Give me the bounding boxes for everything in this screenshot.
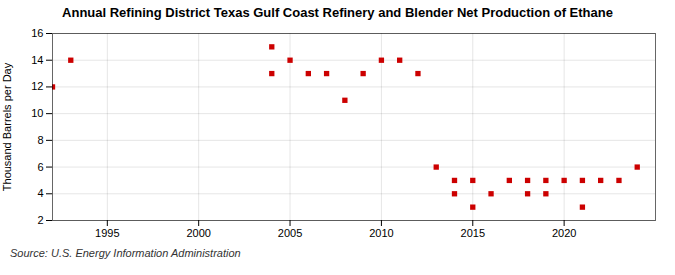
html-text:Annual Refining District Texas: Annual Refining District Texas Gulf Coas… bbox=[62, 5, 613, 20]
svg-text:2015: 2015 bbox=[461, 227, 485, 239]
svg-text:2010: 2010 bbox=[369, 227, 393, 239]
svg-text:2005: 2005 bbox=[278, 227, 302, 239]
svg-text:12: 12 bbox=[31, 80, 43, 92]
svg-text:2000: 2000 bbox=[186, 227, 210, 239]
svg-text:16: 16 bbox=[31, 27, 43, 39]
svg-text:8: 8 bbox=[37, 134, 43, 146]
svg-text:10: 10 bbox=[31, 107, 43, 119]
svg-text:2020: 2020 bbox=[552, 227, 576, 239]
html-text:Source: U.S. Energy Informatio: Source: U.S. Energy Information Administ… bbox=[10, 247, 241, 259]
svg-text:14: 14 bbox=[31, 54, 43, 66]
svg-text:2: 2 bbox=[37, 214, 43, 226]
svg-text:4: 4 bbox=[37, 187, 43, 199]
svg-text:Thousand Barrels per Day: Thousand Barrels per Day bbox=[1, 62, 13, 191]
svg-text:6: 6 bbox=[37, 161, 43, 173]
svg-text:1995: 1995 bbox=[95, 227, 119, 239]
